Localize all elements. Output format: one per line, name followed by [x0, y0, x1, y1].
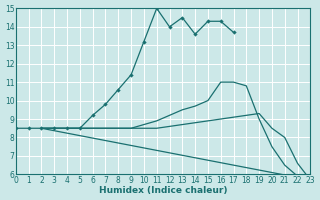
X-axis label: Humidex (Indice chaleur): Humidex (Indice chaleur) [99, 186, 227, 195]
